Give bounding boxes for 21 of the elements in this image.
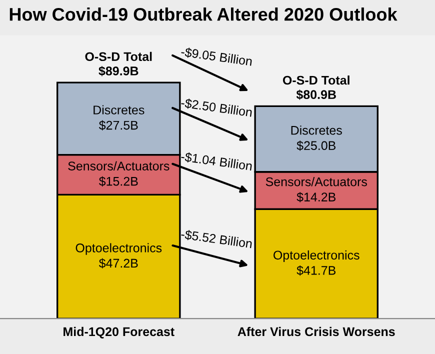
annotation: -$1.04 Billion — [180, 151, 252, 172]
total-label: O-S-D Total $80.9B — [282, 75, 350, 100]
data-label: $47.2B — [98, 258, 138, 268]
data-label: $41.7B — [296, 265, 336, 276]
text: Sensors/Actuators — [68, 161, 170, 170]
annotation: -$2.50 Billion — [180, 98, 252, 118]
data-label: $15.2B — [98, 176, 138, 186]
data-label: $25.0B — [296, 140, 336, 151]
series-label: Discretes — [291, 126, 342, 135]
total-label: O-S-D Total $89.9B — [85, 52, 152, 76]
text: -$9.05 Billion — [180, 46, 252, 67]
text: Optoelectronics — [274, 250, 360, 262]
text: Discretes — [94, 105, 144, 114]
data-label: $14.2B — [296, 192, 336, 202]
data-label: $27.5B — [98, 120, 138, 130]
series-label: Sensors/Actuators — [266, 177, 367, 186]
annotation: -$5.52 Billion — [180, 229, 252, 249]
series-label: Optoelectronics — [76, 243, 162, 255]
x-tick-label: After Virus Crisis Worsens — [238, 326, 395, 336]
x-tick-label: Mid-1Q20 Forecast — [64, 326, 174, 338]
chart-title: How Covid-19 Outbreak Altered 2020 Outlook — [10, 8, 398, 21]
